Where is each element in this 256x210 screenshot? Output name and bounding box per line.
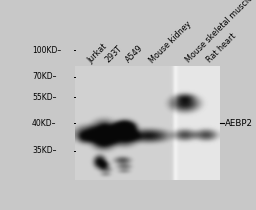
Text: 40KD–: 40KD–	[32, 118, 57, 127]
Text: Rat heart: Rat heart	[205, 32, 238, 65]
Text: A549: A549	[123, 44, 145, 65]
Text: 100KD–: 100KD–	[32, 46, 61, 55]
Text: 70KD–: 70KD–	[32, 72, 57, 81]
Text: AEBP2: AEBP2	[225, 118, 252, 127]
Text: 293T: 293T	[103, 44, 124, 65]
Text: 35KD–: 35KD–	[32, 146, 57, 155]
Text: Mouse skeletal muscle: Mouse skeletal muscle	[184, 0, 255, 65]
Text: Jurkat: Jurkat	[87, 42, 109, 65]
Text: 55KD–: 55KD–	[32, 93, 57, 102]
Text: Mouse kidney: Mouse kidney	[148, 19, 194, 65]
